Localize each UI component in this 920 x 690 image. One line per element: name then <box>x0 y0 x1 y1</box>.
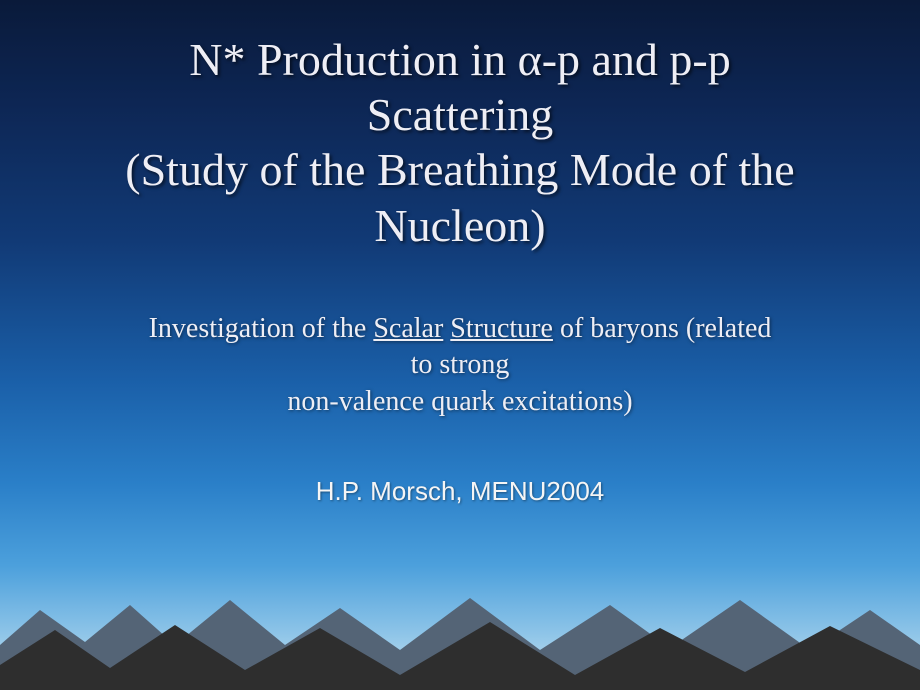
subtitle-underline-2: Structure <box>450 313 553 344</box>
subtitle-prefix: Investigation of the <box>149 313 374 344</box>
title-line-1: N* Production in α-p and p-p <box>189 34 731 85</box>
title-line-2: Scattering <box>367 89 554 140</box>
mountain-decoration <box>0 550 920 690</box>
slide-subtitle: Investigation of the Scalar Structure of… <box>138 311 782 420</box>
author-line: H.P. Morsch, MENU2004 <box>0 476 920 507</box>
slide-title: N* Production in α-p and p-p Scattering … <box>55 0 865 253</box>
subtitle-underline-1: Scalar <box>373 313 443 344</box>
title-line-3: (Study of the Breathing Mode of the <box>125 144 794 195</box>
subtitle-line-2: non-valence quark excitations) <box>287 386 632 417</box>
presentation-slide: N* Production in α-p and p-p Scattering … <box>0 0 920 690</box>
title-line-4: Nucleon) <box>374 200 545 251</box>
